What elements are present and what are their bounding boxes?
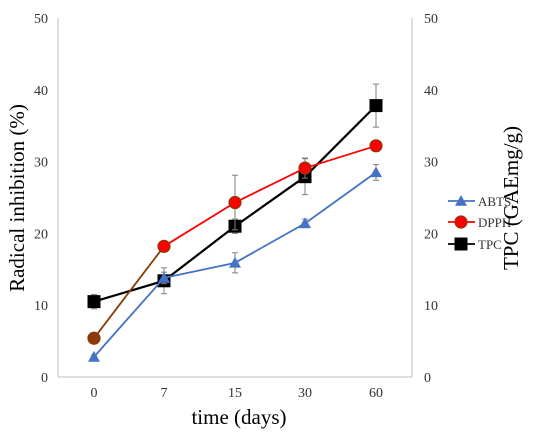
data-point: [455, 195, 467, 206]
data-point: [87, 331, 101, 345]
series-line-segment: [304, 144, 377, 169]
data-point: [157, 239, 171, 253]
series-line-segment: [234, 167, 306, 204]
series-abts: [88, 163, 382, 362]
series-line-segment: [304, 171, 377, 225]
data-point: [87, 295, 101, 309]
data-point: [299, 217, 311, 229]
y-tick-labels: 0 10 20 30 40 50: [34, 12, 48, 386]
series-layer: [87, 83, 383, 362]
data-point: [88, 350, 100, 362]
x-tick-label: 30: [298, 386, 312, 401]
series-line-segment: [234, 175, 306, 228]
y-tick-label: 30: [34, 156, 48, 171]
series-line-segment: [163, 261, 236, 279]
legend-item-dpph: DPPH: [448, 215, 511, 230]
data-point: [369, 139, 383, 153]
legend: ABTS DPPH TPC: [448, 194, 511, 252]
series-line-segment: [234, 222, 306, 264]
y-tick-label: 20: [34, 227, 48, 242]
series-dpph: [87, 139, 383, 345]
y-tick-label: 50: [34, 12, 48, 27]
y-tick-label: 0: [41, 371, 48, 386]
data-point: [454, 215, 468, 229]
series-line-segment: [93, 245, 165, 339]
series-line-segment: [93, 277, 165, 358]
y2-tick-label: 10: [424, 299, 438, 314]
y2-tick-label: 40: [424, 84, 438, 99]
data-point: [158, 271, 170, 283]
y2-axis-title: TPC (GAEmg/g): [499, 126, 523, 270]
y-tick-label: 40: [34, 84, 48, 99]
series-line-segment: [163, 225, 236, 282]
y2-tick-label: 20: [424, 227, 438, 242]
data-point: [229, 256, 241, 268]
y2-tick-label: 50: [424, 12, 438, 27]
data-point: [369, 99, 383, 113]
x-tick-label: 7: [161, 386, 168, 401]
axes: [57, 18, 413, 378]
data-point: [298, 161, 312, 175]
data-point: [228, 195, 242, 210]
legend-item-abts: ABTS: [448, 194, 511, 209]
data-point: [454, 237, 468, 251]
legend-label: DPPH: [478, 215, 511, 230]
y2-tick-label: 30: [424, 156, 438, 171]
y2-tick-labels: 0 10 20 30 40 50: [424, 12, 438, 386]
x-axis-title: time (days): [191, 405, 286, 429]
y-axis-title: Radical inhibition (%): [5, 104, 29, 292]
y2-tick-label: 0: [424, 371, 431, 386]
x-tick-label: 15: [228, 386, 242, 401]
series-line-segment: [163, 201, 236, 248]
series-line-segment: [304, 104, 377, 178]
legend-label: TPC: [478, 237, 502, 252]
x-tick-label: 60: [369, 386, 383, 401]
x-tick-labels: 0 7 15 30 60: [91, 386, 384, 401]
y-tick-label: 10: [34, 299, 48, 314]
legend-item-tpc: TPC: [448, 237, 502, 252]
data-point: [370, 166, 382, 178]
legend-label: ABTS: [478, 194, 511, 209]
x-tick-label: 0: [91, 386, 98, 401]
